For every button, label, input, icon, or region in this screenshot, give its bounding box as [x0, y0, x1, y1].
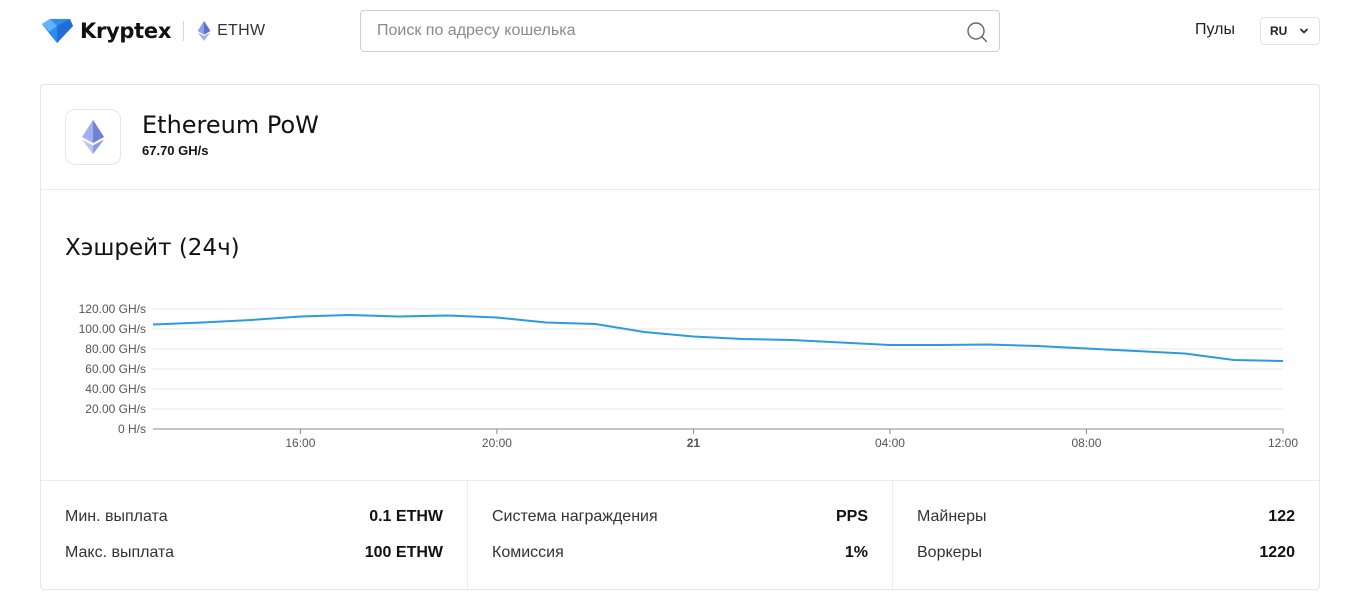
stat-workers: Воркеры 1220	[917, 543, 1295, 563]
nav-pools-link[interactable]: Пулы	[1195, 21, 1235, 38]
chart-x-tick-label: 21	[687, 436, 701, 450]
coin-hashrate: 67.70 GH/s	[142, 143, 209, 158]
chart-series-line	[152, 314, 1284, 362]
chart-y-tick-label: 60.00 GH/s	[85, 362, 146, 376]
language-select[interactable]: RU	[1260, 17, 1320, 45]
header: Kryptex ETHW Пулы RU	[0, 0, 1345, 62]
stat-label: Майнеры	[917, 508, 987, 525]
language-value: RU	[1270, 24, 1288, 38]
hashrate-chart: 120.00 GH/s 100.00 GH/s 80.00 GH/s 60.00 GH…	[79, 302, 1299, 450]
stat-value: 0.1 ETHW	[369, 508, 443, 525]
stat-value: 1220	[1259, 544, 1295, 561]
brand-divider	[183, 21, 185, 41]
chart-y-tick-label: 120.00 GH/s	[79, 302, 146, 316]
stat-min-payout: Мин. выплата 0.1 ETHW	[65, 507, 443, 527]
stat-max-payout: Макс. выплата 100 ETHW	[65, 543, 443, 563]
chart-y-tick-label: 0 H/s	[118, 422, 146, 436]
chart-y-tick-label: 80.00 GH/s	[85, 342, 146, 356]
stats-column-payouts: Мин. выплата 0.1 ETHW Макс. выплата 100 …	[41, 481, 468, 590]
search-input[interactable]	[377, 11, 957, 51]
wallet-search[interactable]	[360, 10, 1000, 52]
coin-name: Ethereum PoW	[142, 111, 319, 139]
chart-x-tick-label: 16:00	[285, 436, 315, 450]
pool-card: Ethereum PoW 67.70 GH/s Хэшрейт (24ч) 12…	[40, 84, 1320, 590]
chart-x-tick-label: 20:00	[482, 436, 512, 450]
stats-column-miners: Майнеры 122 Воркеры 1220	[893, 481, 1319, 590]
kryptex-logo-icon	[42, 19, 73, 43]
stat-label: Система награждения	[492, 508, 658, 525]
stat-label: Мин. выплата	[65, 508, 168, 525]
search-icon[interactable]	[966, 21, 988, 43]
ethereum-icon	[197, 21, 211, 41]
chart-title: Хэшрейт (24ч)	[65, 235, 240, 261]
chart-x-tick-label: 04:00	[875, 436, 905, 450]
stat-value: 100 ETHW	[364, 544, 443, 561]
stat-value: 1%	[844, 544, 868, 561]
chart-y-tick-label: 100.00 GH/s	[79, 322, 146, 336]
stat-fee: Комиссия 1%	[492, 543, 868, 563]
brand-name: Kryptex	[80, 19, 172, 43]
chevron-down-icon	[1299, 28, 1309, 34]
stat-miners: Майнеры 122	[917, 507, 1295, 527]
ethereum-icon	[82, 120, 104, 154]
chart-x-tick-label: 08:00	[1071, 436, 1101, 450]
stat-label: Комиссия	[492, 544, 564, 561]
stat-reward-system: Система награждения PPS	[492, 507, 868, 527]
coin-header: Ethereum PoW 67.70 GH/s	[41, 85, 1319, 190]
stat-value: PPS	[835, 508, 868, 525]
coin-label: ETHW	[217, 22, 266, 39]
stat-label: Макс. выплата	[65, 544, 175, 561]
chart-y-tick-label: 40.00 GH/s	[85, 382, 146, 396]
pool-stats: Мин. выплата 0.1 ETHW Макс. выплата 100 …	[41, 480, 1319, 590]
brand[interactable]: Kryptex ETHW	[40, 17, 265, 45]
chart-y-tick-label: 20.00 GH/s	[85, 402, 146, 416]
coin-badge	[65, 109, 121, 165]
stat-value: 122	[1268, 508, 1295, 525]
stats-column-rewards: Система награждения PPS Комиссия 1%	[468, 481, 893, 590]
chart-x-tick-label: 12:00	[1268, 436, 1298, 450]
stat-label: Воркеры	[917, 544, 982, 561]
